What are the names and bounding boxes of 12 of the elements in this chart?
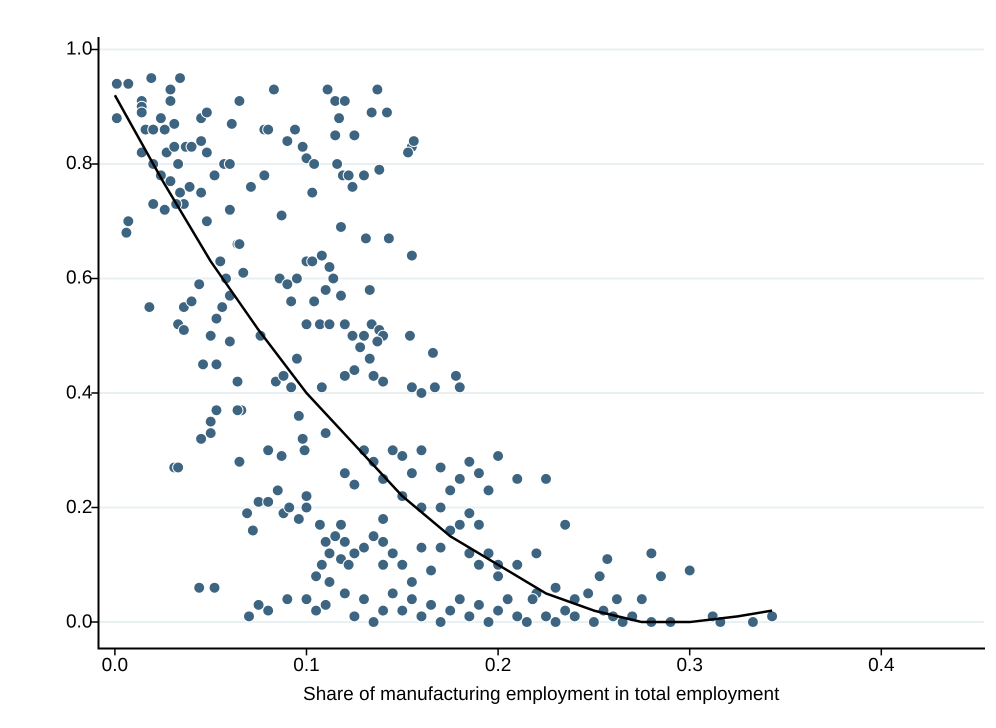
y-tick-label: 0.6	[66, 268, 92, 289]
x-axis-title: Share of manufacturing employment in total employment	[303, 684, 780, 705]
y-tick-label: 1.0	[66, 38, 92, 60]
x-tick-label: 0.4	[868, 655, 895, 676]
y-tick-label: 0.4	[66, 382, 93, 404]
y-tick-label: 0.2	[66, 496, 92, 518]
x-tick-label: 0.1	[293, 655, 320, 676]
x-tick-label: 0.2	[484, 655, 512, 676]
y-tick-label: 0.8	[66, 153, 92, 174]
y-tick-label: 0.0	[66, 611, 92, 632]
x-tick-label: 0.3	[676, 655, 703, 676]
x-tick-label: 0.0	[102, 655, 128, 676]
